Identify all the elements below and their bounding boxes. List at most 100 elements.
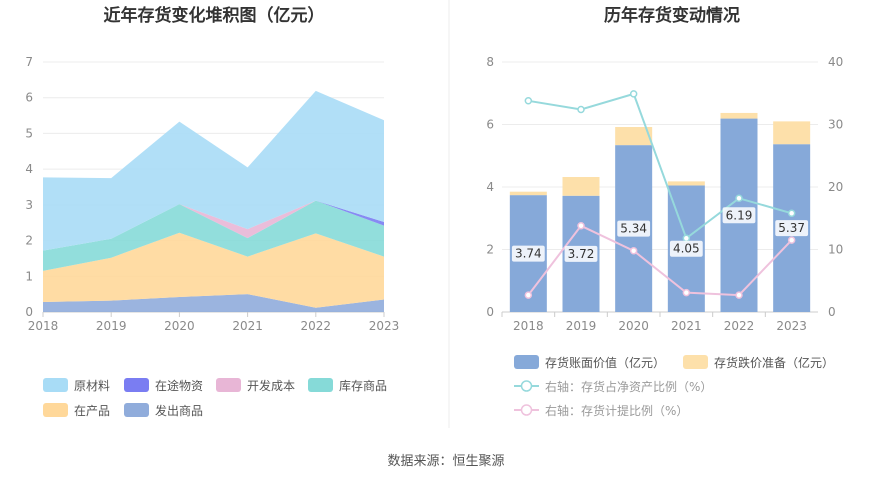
right-y2-axis-ticks: 0 10 20 30 40 xyxy=(828,55,843,319)
bar-存货跌价准备（亿元） xyxy=(667,181,705,186)
left-y-tick-label: 0 xyxy=(25,305,33,319)
left-y-tick-label: 4 xyxy=(25,162,33,176)
bar-value-label: 5.37 xyxy=(778,221,805,235)
right-x-tick-label: 2018 xyxy=(513,319,544,333)
bar-value-label: 3.72 xyxy=(568,247,595,261)
legend-label: 在产品 xyxy=(74,404,110,418)
left-area-series xyxy=(43,90,384,312)
line-point xyxy=(735,194,743,202)
line-point xyxy=(787,209,796,217)
legend-label: 存货跌价准备（亿元） xyxy=(714,355,834,370)
legend-label: 在途物资 xyxy=(155,378,203,393)
legend-label: 右轴：存货占净资产比例（%） xyxy=(545,379,712,394)
legend-label: 发出商品 xyxy=(155,403,203,418)
legend-swatch xyxy=(43,403,68,417)
data-source-note: 数据来源：恒生聚源 xyxy=(387,454,504,469)
legend-swatch xyxy=(43,378,68,392)
line-point xyxy=(524,291,533,299)
left-y-tick-label: 3 xyxy=(25,198,33,212)
legend-label: 原材料 xyxy=(74,379,110,393)
left-y-tick-label: 5 xyxy=(25,126,33,140)
left-chart-title: 近年存货变化堆积图（亿元） xyxy=(104,5,325,26)
line-point xyxy=(524,97,533,105)
line-point xyxy=(629,90,638,98)
right-y-tick-label: 2 xyxy=(486,243,494,257)
legend-swatch xyxy=(124,378,149,392)
left-x-tick-label: 2021 xyxy=(232,319,263,333)
right-y-tick-label: 8 xyxy=(486,55,494,69)
right-y-tick-label: 4 xyxy=(486,180,494,194)
bar-存货跌价准备（亿元） xyxy=(562,177,600,196)
bar-value-label-bg xyxy=(564,245,598,262)
legend-label: 开发成本 xyxy=(247,378,295,393)
legend-label: 右轴：存货计提比例（%） xyxy=(545,403,688,418)
bar-value-label: 3.74 xyxy=(515,247,542,261)
right-x-axis-ticks: 2018 2019 2020 2021 2022 2023 xyxy=(501,312,807,333)
left-x-tick-label: 2023 xyxy=(369,319,400,333)
bar-存货跌价准备（亿元） xyxy=(720,112,758,119)
left-y-tick-label: 6 xyxy=(25,91,33,105)
bar-value-label-bg xyxy=(511,245,545,262)
right-y2-tick-label: 30 xyxy=(828,118,843,132)
line-point xyxy=(682,288,691,297)
line-series-右轴：存货占净资产比例（%） xyxy=(528,92,792,240)
right-y2-tick-label: 10 xyxy=(828,243,843,257)
legend-marker xyxy=(520,404,533,416)
right-x-tick-label: 2021 xyxy=(671,319,702,333)
area-series-库存商品 xyxy=(43,200,384,271)
line-point xyxy=(577,105,585,114)
line-point xyxy=(735,291,743,299)
left-x-axis-ticks: 2018 2019 2020 2021 2022 2023 xyxy=(28,312,400,333)
area-series-发出商品 xyxy=(43,294,384,312)
line-point xyxy=(629,247,638,255)
right-chart-title: 历年存货变动情况 xyxy=(604,5,740,26)
right-gridlines xyxy=(502,61,818,313)
left-x-tick-label: 2018 xyxy=(28,319,59,333)
left-y-tick-label: 1 xyxy=(25,269,33,283)
right-y-axis-ticks: 0 2 4 6 8 xyxy=(486,55,494,319)
left-x-tick-label: 2020 xyxy=(164,319,195,333)
bar-value-label: 5.34 xyxy=(620,222,647,236)
line-series-右轴：存货计提比例（%） xyxy=(527,224,793,297)
right-x-tick-label: 2019 xyxy=(566,319,597,333)
legend-swatch xyxy=(514,355,539,369)
bar-value-label-bg xyxy=(775,220,809,237)
right-data-labels: 3.74 3.72 5.34 4.05 6.19 5.37 xyxy=(511,207,809,262)
right-x-tick-label: 2020 xyxy=(618,319,649,333)
right-x-tick-label: 2022 xyxy=(724,319,755,333)
bar-value-label-bg xyxy=(722,207,756,224)
legend-swatch xyxy=(308,378,333,392)
bar-value-label-bg xyxy=(617,220,651,237)
right-line-series xyxy=(524,90,796,299)
legend-marker xyxy=(520,380,533,392)
right-bar-series xyxy=(509,112,811,312)
legend-swatch xyxy=(216,378,241,392)
bar-value-label-bg xyxy=(669,240,703,257)
area-series-原材料 xyxy=(43,90,384,251)
bar-value-label: 4.05 xyxy=(673,242,700,256)
bar-存货跌价准备（亿元） xyxy=(509,191,547,196)
line-point xyxy=(787,236,796,244)
line-point xyxy=(577,222,585,230)
left-x-tick-label: 2022 xyxy=(301,319,332,333)
bar-存货跌价准备（亿元） xyxy=(615,127,653,146)
right-bar-line-chart: 历年存货变动情况 3.74 3.725.344.056.195.37 02468 … xyxy=(486,5,843,418)
left-y-axis-ticks: 0 1 2 3 4 5 6 7 xyxy=(25,55,33,319)
right-legend: 存货账面价值（亿元） 存货跌价准备（亿元）右轴：存货占净资产比例（%） 右轴：存货计… xyxy=(514,355,834,418)
area-series-在产品 xyxy=(43,232,384,308)
legend-label: 存货账面价值（亿元） xyxy=(545,355,665,370)
legend-label: 库存商品 xyxy=(339,378,387,393)
bar-存货跌价准备（亿元） xyxy=(773,121,811,145)
right-y-tick-label: 6 xyxy=(486,118,494,132)
left-y-tick-label: 7 xyxy=(25,55,33,69)
bar-value-label: 6.19 xyxy=(726,208,753,222)
line-point xyxy=(682,234,691,242)
right-x-tick-label: 2023 xyxy=(776,319,807,333)
right-y2-tick-label: 40 xyxy=(828,55,843,69)
right-y2-tick-label: 0 xyxy=(828,305,836,319)
legend-swatch xyxy=(124,403,149,417)
legend-swatch xyxy=(683,355,708,369)
